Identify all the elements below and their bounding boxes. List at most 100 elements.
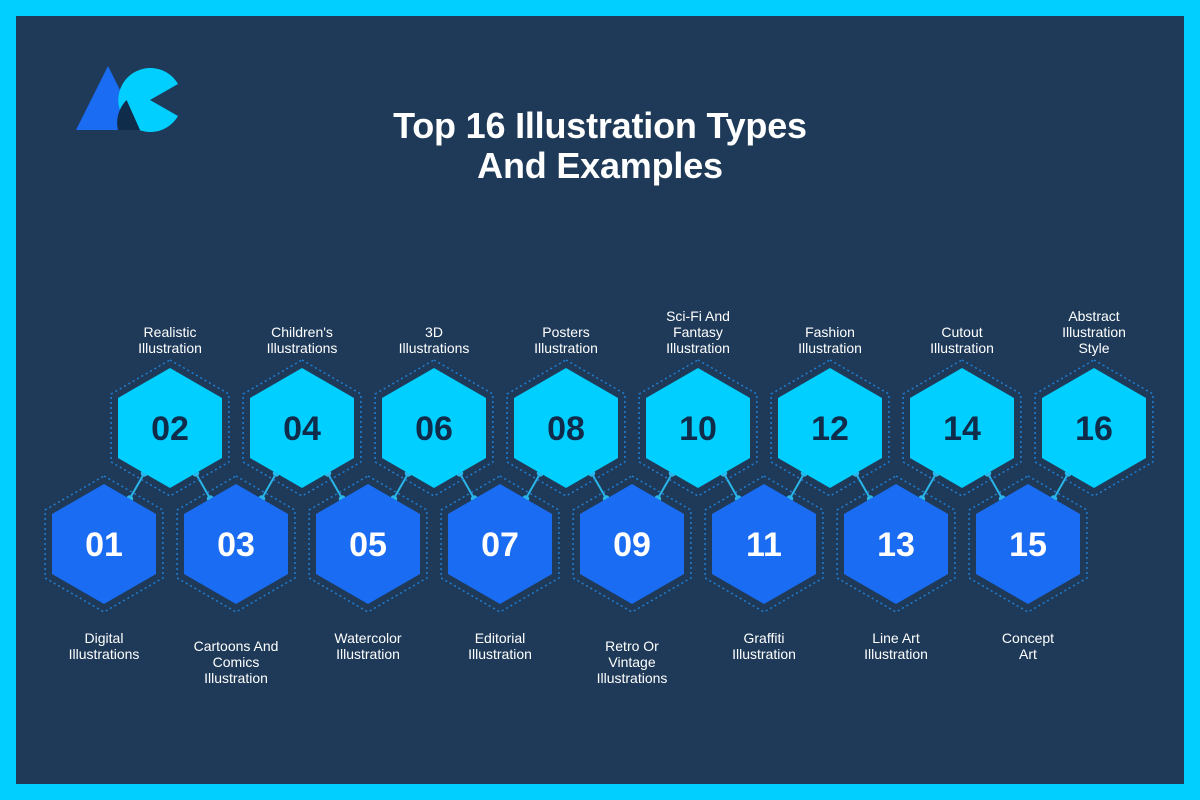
label-line: Illustrations xyxy=(596,670,668,686)
label-line: Sci-Fi And xyxy=(666,308,730,324)
hexagon-item-06: 06 xyxy=(374,359,494,497)
label-06: 3D Illustrations xyxy=(364,324,504,356)
hexagon-outline xyxy=(506,359,626,497)
label-11: Graffiti Illustration xyxy=(694,630,834,662)
hexagon-item-16: 16 xyxy=(1034,359,1154,497)
triangle-circle-logo-icon xyxy=(76,66,178,132)
label-line: Children's xyxy=(271,324,333,340)
label-01: Digital Illustrations xyxy=(34,630,174,662)
label-line: Vintage xyxy=(608,654,656,670)
hexagon-number: 13 xyxy=(877,526,915,564)
label-line: Abstract xyxy=(1068,308,1120,324)
hexagon-number: 05 xyxy=(349,526,387,564)
hexagon-shape xyxy=(250,368,354,488)
hexagon-item-09: 09 xyxy=(572,475,692,613)
hexagon-shape xyxy=(580,484,684,604)
hexagon-shape xyxy=(1042,368,1146,488)
title-line-1: Top 16 Illustration Types xyxy=(393,105,807,146)
connector-line xyxy=(458,472,476,500)
hexagon-item-05: 05 xyxy=(308,475,428,613)
hexagon-shape xyxy=(976,484,1080,604)
label-03: Cartoons And Comics Illustration xyxy=(166,638,306,686)
hexagon-shape xyxy=(910,368,1014,488)
hexagon-item-04: 04 xyxy=(242,359,362,497)
hexagon-outline xyxy=(242,359,362,497)
hexagon-outline xyxy=(1034,359,1154,497)
hexagon-number: 03 xyxy=(217,526,255,564)
label-line: Illustration xyxy=(798,340,862,356)
label-line: Cutout xyxy=(941,324,983,340)
label-line: Graffiti xyxy=(743,630,785,646)
label-line: Illustrations xyxy=(266,340,338,356)
label-09: Retro Or Vintage Illustrations xyxy=(562,638,702,686)
hexagon-item-15: 15 xyxy=(968,475,1088,613)
label-07: Editorial Illustration xyxy=(430,630,570,662)
hexagon-outline xyxy=(902,359,1022,497)
hexagon-shape xyxy=(712,484,816,604)
hexagon-number: 14 xyxy=(943,410,981,448)
hexagon-shape xyxy=(448,484,552,604)
hexagon-number: 15 xyxy=(1009,526,1047,564)
label-line: Fantasy xyxy=(673,324,723,340)
label-line: Posters xyxy=(542,324,590,340)
hexagon-item-03: 03 xyxy=(176,475,296,613)
hexagon-shape xyxy=(184,484,288,604)
hexagon-shape xyxy=(316,484,420,604)
hexagon-number: 12 xyxy=(811,410,849,448)
connector-line xyxy=(260,472,278,500)
label-line: Style xyxy=(1078,340,1110,356)
label-line: Illustration xyxy=(336,646,400,662)
hexagon-item-14: 14 xyxy=(902,359,1022,497)
hexagon-number: 11 xyxy=(746,526,782,564)
connector-line xyxy=(590,472,608,500)
label-line: Illustrations xyxy=(68,646,140,662)
hexagon-number: 08 xyxy=(547,410,585,448)
title-line-2: And Examples xyxy=(477,145,723,186)
label-line: Illustration xyxy=(468,646,532,662)
hexagon-outline xyxy=(374,359,494,497)
label-10: Sci-Fi And Fantasy Illustration xyxy=(628,308,768,356)
hexagon-outline xyxy=(44,475,164,613)
hexagon-shape xyxy=(646,368,750,488)
label-line: Illustration xyxy=(864,646,928,662)
hexagon-item-08: 08 xyxy=(506,359,626,497)
connector-line xyxy=(326,472,344,500)
connector-line xyxy=(656,472,674,500)
hexagon-item-11: 11 xyxy=(704,475,824,613)
connector-line xyxy=(194,472,212,500)
label-line: Editorial xyxy=(474,630,526,646)
connector-line xyxy=(920,472,938,500)
label-line: Illustration xyxy=(666,340,730,356)
label-line: Illustration xyxy=(732,646,796,662)
label-08: Posters Illustration xyxy=(496,324,636,356)
label-line: Realistic xyxy=(143,324,197,340)
hexagon-outline xyxy=(968,475,1088,613)
hexagon-outline xyxy=(440,475,560,613)
label-line: Concept xyxy=(1001,630,1055,646)
label-line: Illustration xyxy=(534,340,598,356)
hexagon-number: 01 xyxy=(85,526,123,564)
label-line: Retro Or xyxy=(605,638,659,654)
label-02: Realistic Illustration xyxy=(100,324,240,356)
hexagon-outline xyxy=(572,475,692,613)
label-line: Art xyxy=(1019,646,1037,662)
hexagon-shape xyxy=(382,368,486,488)
label-line: Cartoons And xyxy=(193,638,279,654)
hexagon-number: 02 xyxy=(151,410,189,448)
hexagon-outline xyxy=(110,359,230,497)
hexagon-shape xyxy=(52,484,156,604)
label-line: Illustration xyxy=(1062,324,1126,340)
label-15: Concept Art xyxy=(958,630,1098,662)
label-line: Comics xyxy=(212,654,260,670)
hexagon-item-13: 13 xyxy=(836,475,956,613)
connector-line xyxy=(524,472,542,500)
hexagon-outline xyxy=(638,359,758,497)
hexagon-number: 07 xyxy=(481,526,519,564)
label-line: Digital xyxy=(84,630,124,646)
hexagon-shape xyxy=(778,368,882,488)
hexagon-outline xyxy=(308,475,428,613)
connector-line xyxy=(1052,472,1070,500)
connector-line xyxy=(854,472,872,500)
hexagon-outline xyxy=(770,359,890,497)
